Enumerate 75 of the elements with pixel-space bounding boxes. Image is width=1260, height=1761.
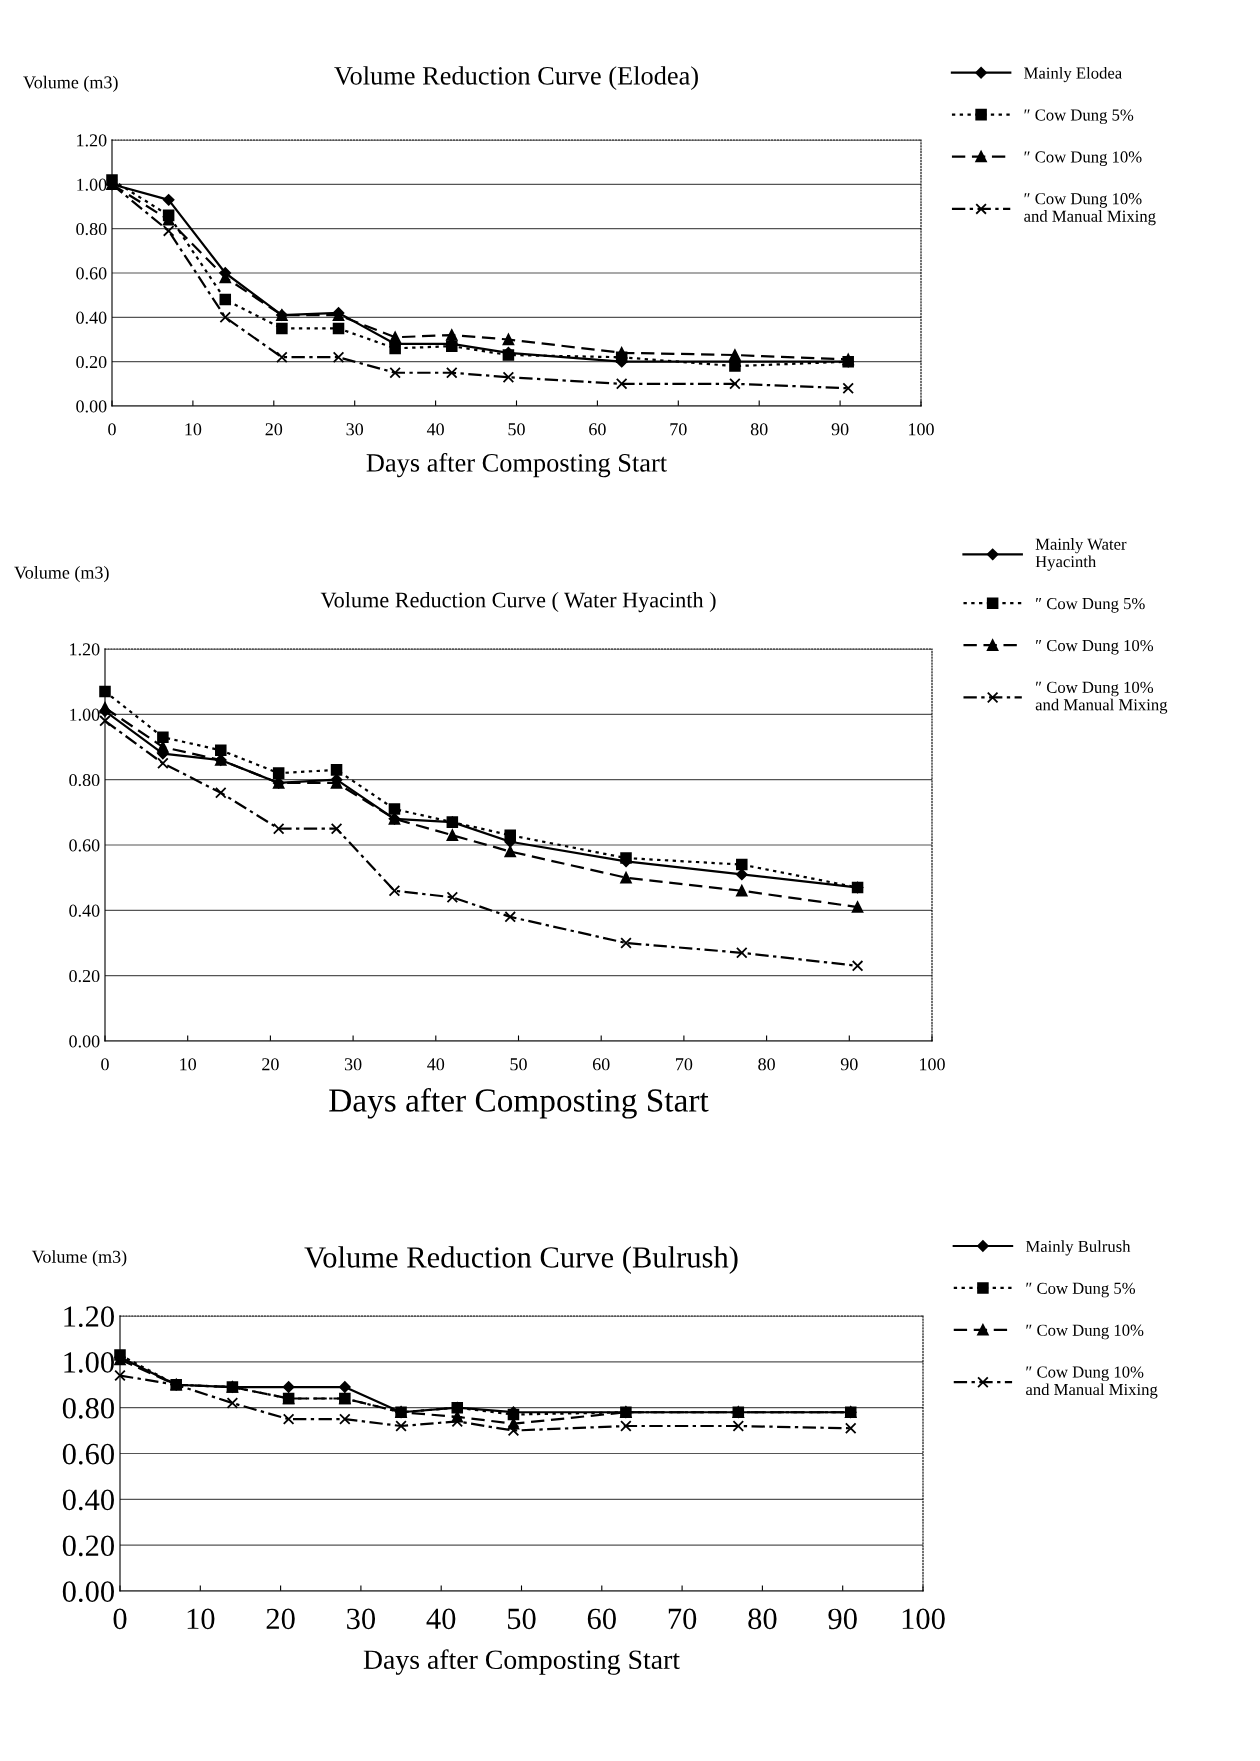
x-tick-label: 90 (828, 1608, 857, 1630)
x-tick-label: 70 (676, 1058, 693, 1071)
legend-label: ″ Cow Dung 10% (1026, 1324, 1144, 1340)
x-tick-label: 10 (185, 423, 202, 436)
x-tick-label: 70 (668, 1608, 697, 1630)
x-axis-title: Days after Composting Start (363, 1649, 680, 1675)
legend-label: ″ Cow Dung 10% and Manual Mixing (1026, 1366, 1158, 1399)
y-axis-title: Volume (m3) (14, 565, 109, 583)
x-tick-label: 60 (592, 1058, 610, 1071)
x-tick-label: 40 (427, 1058, 445, 1071)
legend-label: ″ Cow Dung 5% (1026, 1282, 1136, 1298)
x-tick-label: 10 (187, 1608, 215, 1630)
x-tick-label: 100 (920, 1058, 945, 1071)
x-tick-label: 0 (101, 1058, 109, 1071)
x-tick-label: 40 (426, 1608, 456, 1630)
x-tick-label: 40 (426, 423, 444, 436)
y-tick-label: 0.00 (62, 1581, 114, 1603)
x-tick-label: 20 (262, 1058, 279, 1071)
y-tick-label: 1.00 (77, 178, 107, 191)
y-tick-label: 0.60 (76, 267, 107, 280)
legend-label: ″ Cow Dung 10% (1036, 639, 1154, 655)
legend-label: Mainly Bulrush (1025, 1240, 1131, 1256)
x-tick-label: 0 (108, 423, 116, 436)
y-tick-label: 1.20 (64, 1306, 114, 1328)
y-tick-label: 0.00 (76, 400, 107, 413)
x-tick-label: 50 (508, 423, 525, 436)
x-tick-label: 30 (344, 1058, 362, 1071)
x-tick-label: 50 (510, 1058, 527, 1071)
y-tick-label: 0.20 (76, 355, 107, 369)
legend-label: ″ Cow Dung 5% (1036, 597, 1145, 613)
x-tick-label: 60 (589, 423, 606, 436)
x-tick-label: 80 (748, 1608, 777, 1630)
x-tick-label: 30 (346, 423, 364, 436)
x-tick-label: 70 (670, 423, 687, 436)
y-tick-label: 0.80 (76, 222, 107, 236)
legend-label: ″ Cow Dung 10% and Manual Mixing (1035, 681, 1168, 714)
x-axis-title: Days after Composting Start (329, 1087, 709, 1119)
y-axis-title: Volume (m3) (23, 75, 118, 93)
chart-title: Volume Reduction Curve ( Water Hyacinth ) (320, 591, 716, 613)
y-tick-label: 0.40 (76, 311, 107, 324)
chart-title: Volume Reduction Curve (Bulrush) (304, 1246, 738, 1274)
x-tick-label: 90 (840, 1058, 858, 1071)
legend-label: ″ Cow Dung 10% and Manual Mixing (1024, 193, 1156, 226)
y-tick-label: 0.20 (62, 1535, 114, 1557)
x-axis-title: Days after Composting Start (366, 452, 667, 478)
y-tick-label: 0.60 (62, 1443, 114, 1465)
y-axis-title: Volume (m3) (31, 1250, 127, 1267)
x-tick-label: 100 (909, 423, 934, 436)
x-tick-label: 20 (265, 423, 283, 436)
y-tick-label: 0.40 (69, 904, 100, 917)
legend-label: ″ Cow Dung 5% (1024, 109, 1134, 125)
legend-label: ″ Cow Dung 10% (1024, 151, 1142, 166)
y-tick-label: 1.00 (64, 1352, 114, 1373)
y-tick-label: 1.20 (70, 643, 100, 656)
x-tick-label: 20 (266, 1608, 295, 1630)
y-tick-label: 0.40 (62, 1489, 114, 1511)
x-tick-label: 80 (758, 1058, 775, 1071)
legend-label: Mainly Elodea (1024, 66, 1122, 83)
x-tick-label: 90 (831, 423, 849, 436)
y-tick-label: 0.20 (69, 969, 100, 983)
x-tick-label: 0 (113, 1608, 127, 1630)
chart-title: Volume Reduction Curve (Elodea) (334, 66, 698, 91)
y-tick-label: 0.60 (69, 839, 100, 852)
x-tick-label: 80 (750, 423, 768, 436)
x-tick-label: 60 (587, 1608, 616, 1630)
x-tick-label: 30 (347, 1608, 376, 1630)
y-tick-label: 0.00 (69, 1035, 100, 1048)
x-tick-label: 50 (508, 1608, 536, 1630)
y-tick-label: 1.20 (77, 134, 107, 147)
y-tick-label: 0.80 (69, 773, 100, 787)
x-tick-label: 100 (902, 1608, 945, 1630)
y-tick-label: 0.80 (62, 1397, 114, 1419)
y-tick-label: 1.00 (70, 708, 100, 721)
legend-label: Mainly Water Hyacinth (1035, 538, 1127, 571)
x-tick-label: 10 (180, 1058, 197, 1071)
